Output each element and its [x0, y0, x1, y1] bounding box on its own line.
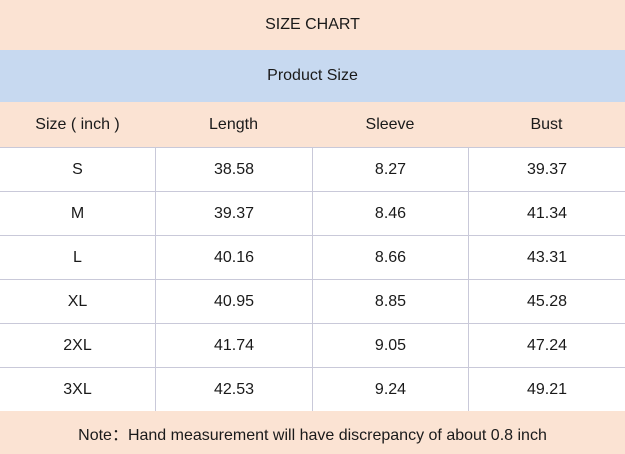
measurement-note: Note：Hand measurement will have discrepa… — [0, 411, 625, 454]
table-row: L 40.16 8.66 43.31 — [0, 235, 625, 279]
bust-cell: 45.28 — [468, 280, 625, 323]
length-cell: 38.58 — [155, 148, 312, 191]
sleeve-cell: 9.05 — [312, 324, 468, 367]
sleeve-cell: 8.85 — [312, 280, 468, 323]
sleeve-cell: 9.24 — [312, 368, 468, 411]
size-cell: 3XL — [63, 380, 92, 398]
sleeve-cell: 8.27 — [312, 148, 468, 191]
length-cell: 40.16 — [155, 236, 312, 279]
sleeve-cell: 8.46 — [312, 192, 468, 235]
table-row: 3XL 42.53 9.24 49.21 — [0, 367, 625, 411]
section-title: Product Size — [0, 50, 625, 102]
length-cell: 39.37 — [155, 192, 312, 235]
size-cell: 2XL — [63, 336, 92, 354]
table-row: S 38.58 8.27 39.37 — [0, 147, 625, 191]
sleeve-cell: 8.66 — [312, 236, 468, 279]
bust-cell: 41.34 — [468, 192, 625, 235]
bust-cell: 47.24 — [468, 324, 625, 367]
table-row: XL 40.95 8.85 45.28 — [0, 279, 625, 323]
column-header-bust: Bust — [530, 115, 563, 133]
bust-cell: 49.21 — [468, 368, 625, 411]
column-header-length: Length — [209, 115, 258, 133]
chart-title: SIZE CHART — [0, 0, 625, 50]
size-cell: XL — [67, 292, 88, 310]
table-body: S 38.58 8.27 39.37 M 39.37 8.46 41.34 L … — [0, 147, 625, 411]
table-header: Size ( inch ) Length Sleeve Bust — [0, 102, 625, 147]
column-header-sleeve: Sleeve — [365, 115, 415, 133]
bust-cell: 39.37 — [468, 148, 625, 191]
length-cell: 41.74 — [155, 324, 312, 367]
column-header-size: Size ( inch ) — [35, 115, 120, 133]
bust-cell: 43.31 — [468, 236, 625, 279]
table-row: M 39.37 8.46 41.34 — [0, 191, 625, 235]
size-cell: M — [70, 204, 85, 222]
length-cell: 40.95 — [155, 280, 312, 323]
size-cell: L — [73, 248, 82, 266]
length-cell: 42.53 — [155, 368, 312, 411]
table-row: 2XL 41.74 9.05 47.24 — [0, 323, 625, 367]
size-cell: S — [72, 160, 83, 178]
